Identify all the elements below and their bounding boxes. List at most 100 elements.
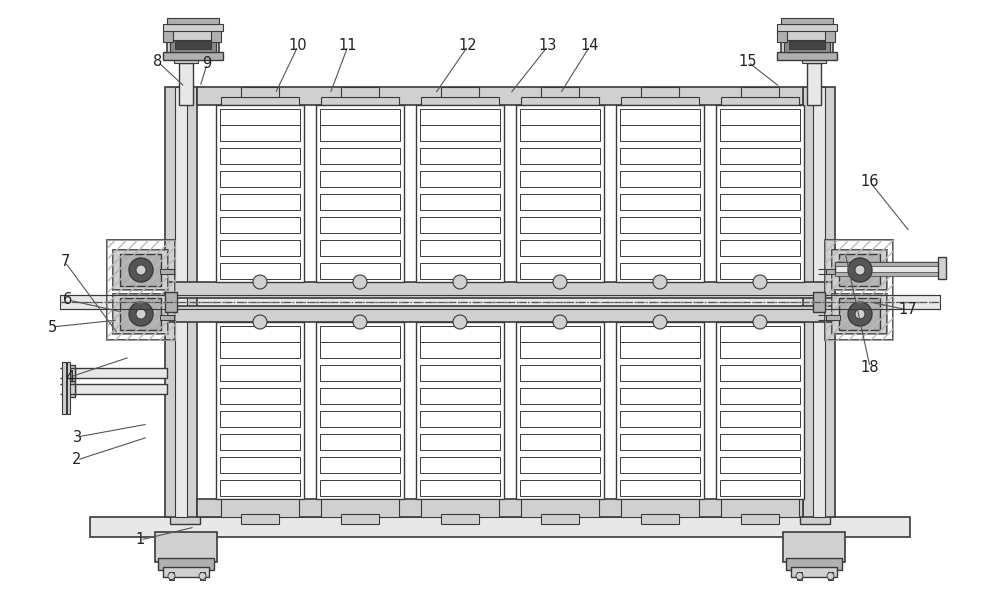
- Bar: [828, 572, 833, 580]
- Circle shape: [353, 315, 367, 329]
- Bar: [938, 257, 946, 279]
- Bar: [721, 97, 799, 105]
- Bar: [792, 21, 800, 27]
- Bar: [174, 55, 198, 63]
- Bar: [220, 457, 300, 473]
- Bar: [820, 21, 828, 27]
- Text: 17: 17: [899, 303, 917, 317]
- Bar: [807, 21, 815, 27]
- Text: 14: 14: [581, 38, 599, 53]
- Circle shape: [827, 572, 834, 580]
- Bar: [167, 18, 219, 24]
- Bar: [163, 30, 173, 42]
- Bar: [421, 499, 499, 517]
- Bar: [720, 109, 800, 125]
- Bar: [620, 365, 700, 381]
- Bar: [716, 105, 804, 282]
- Bar: [720, 240, 800, 256]
- Bar: [320, 263, 400, 279]
- Bar: [320, 457, 400, 473]
- Bar: [520, 240, 600, 256]
- Bar: [206, 21, 214, 27]
- Bar: [420, 217, 500, 233]
- Bar: [165, 282, 835, 298]
- Bar: [178, 21, 186, 27]
- Bar: [216, 105, 304, 282]
- Bar: [720, 125, 800, 141]
- Bar: [60, 295, 940, 309]
- Bar: [241, 514, 279, 524]
- Bar: [641, 87, 679, 97]
- Bar: [802, 55, 826, 63]
- Circle shape: [855, 265, 865, 275]
- Bar: [75, 368, 167, 378]
- Bar: [720, 326, 800, 342]
- Bar: [621, 97, 699, 105]
- Bar: [420, 365, 500, 381]
- Bar: [420, 125, 500, 141]
- Bar: [786, 558, 842, 570]
- Bar: [777, 24, 837, 31]
- Bar: [420, 411, 500, 427]
- Bar: [720, 457, 800, 473]
- Bar: [220, 171, 300, 187]
- Bar: [321, 499, 399, 517]
- Bar: [113, 294, 168, 334]
- Bar: [520, 263, 600, 279]
- Bar: [777, 30, 787, 42]
- Bar: [783, 532, 845, 562]
- Bar: [155, 532, 217, 562]
- Bar: [220, 194, 300, 210]
- Bar: [113, 294, 168, 334]
- Bar: [65, 381, 75, 397]
- Bar: [521, 97, 599, 105]
- Bar: [220, 434, 300, 450]
- Bar: [800, 512, 830, 524]
- Bar: [720, 434, 800, 450]
- Circle shape: [796, 572, 803, 580]
- Bar: [107, 240, 175, 340]
- Bar: [825, 240, 893, 340]
- Bar: [826, 269, 840, 274]
- Bar: [216, 322, 304, 499]
- Bar: [179, 63, 193, 105]
- Text: 13: 13: [539, 38, 557, 53]
- Bar: [620, 411, 700, 427]
- Bar: [420, 194, 500, 210]
- Bar: [616, 105, 704, 282]
- Bar: [420, 434, 500, 450]
- Bar: [241, 87, 279, 97]
- Text: 2: 2: [72, 452, 82, 468]
- Bar: [620, 388, 700, 404]
- Bar: [620, 326, 700, 342]
- Bar: [521, 499, 599, 517]
- Circle shape: [129, 302, 153, 326]
- Bar: [221, 97, 299, 105]
- Circle shape: [653, 275, 667, 289]
- Bar: [220, 388, 300, 404]
- Bar: [220, 217, 300, 233]
- Bar: [782, 21, 790, 27]
- Bar: [620, 480, 700, 496]
- Bar: [120, 298, 161, 330]
- Bar: [320, 125, 400, 141]
- Bar: [175, 87, 187, 517]
- Bar: [62, 362, 70, 414]
- Bar: [420, 148, 500, 164]
- Bar: [520, 480, 600, 496]
- Bar: [320, 365, 400, 381]
- Bar: [160, 315, 174, 320]
- Bar: [807, 63, 821, 105]
- Circle shape: [199, 572, 206, 580]
- Bar: [520, 411, 600, 427]
- Circle shape: [253, 315, 267, 329]
- Text: 5: 5: [47, 320, 57, 334]
- Text: 8: 8: [153, 54, 163, 69]
- Bar: [839, 254, 880, 286]
- Circle shape: [168, 572, 175, 580]
- Bar: [620, 263, 700, 279]
- Bar: [175, 41, 211, 49]
- Text: 6: 6: [63, 292, 73, 307]
- Bar: [720, 171, 800, 187]
- Bar: [90, 517, 910, 537]
